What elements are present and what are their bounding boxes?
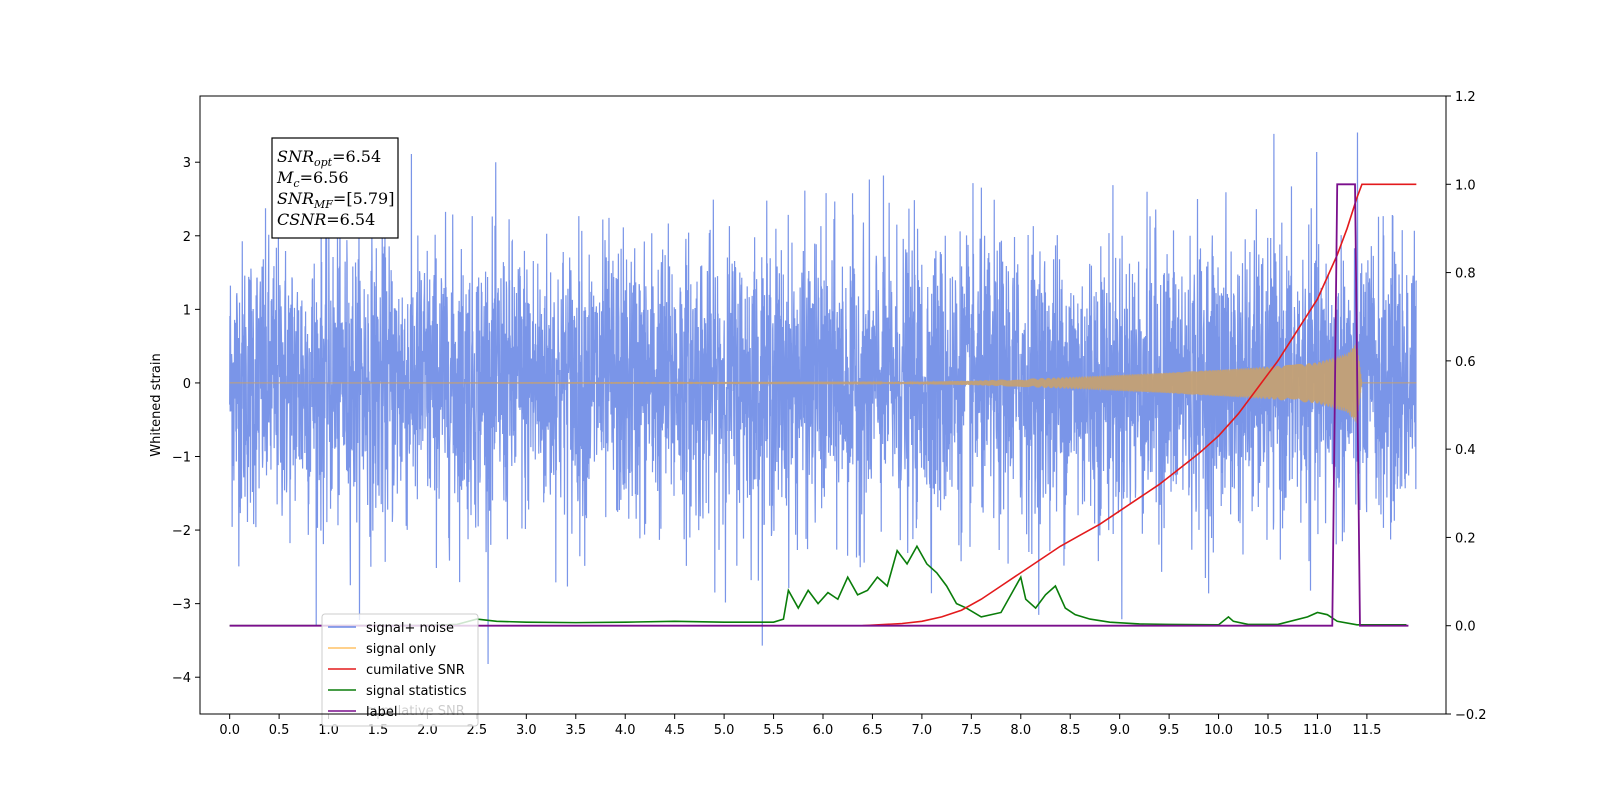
y-left-tick-label: 1: [183, 303, 191, 318]
x-tick-label: 2.0: [417, 723, 438, 738]
x-tick-label: 4.0: [615, 723, 636, 738]
series-label: [229, 183, 1409, 627]
series-cumilative-snr: [862, 183, 1417, 627]
series-signal-noise: [229, 132, 1417, 665]
x-tick-label: 10.0: [1204, 723, 1233, 738]
legend-label: signal+ noise: [366, 621, 454, 636]
legend-frame: [321, 613, 479, 727]
x-tick-label: 10.5: [1254, 723, 1283, 738]
legend-label: label: [366, 705, 397, 720]
x-tick-label: 5.5: [763, 723, 784, 738]
y-right-tick-label: 1.2: [1455, 90, 1476, 105]
y-right-tick-label: 0.2: [1455, 531, 1476, 546]
x-tick-label: 8.5: [1060, 723, 1081, 738]
legend-label: cumilative SNR: [366, 663, 465, 678]
series-signal-only: [229, 343, 1417, 424]
annotation-line: SNRopt=6.54: [277, 147, 381, 169]
y-right-tick-label: 0.0: [1455, 620, 1476, 635]
annotation-line: CSNR=6.54: [277, 210, 375, 229]
y-right-tick-label: −0.2: [1455, 708, 1487, 723]
x-tick-label: 2.5: [467, 723, 488, 738]
y-left-tick-label: −1: [172, 451, 191, 466]
x-tick-label: 8.0: [1010, 723, 1031, 738]
x-tick-label: 9.0: [1109, 723, 1130, 738]
x-tick-label: 11.0: [1303, 723, 1332, 738]
annotation-frame: [271, 137, 399, 239]
y-left-tick-label: −3: [172, 598, 191, 613]
x-tick-label: 1.0: [318, 723, 339, 738]
x-axis: 0.0 0.5 1.0 1.5 2.0 2.5 3.0 3.5 4.0 4.5 5.0 5.5 6.0 6…: [219, 714, 1381, 738]
y-right-tick-label: 1.0: [1455, 178, 1476, 193]
y-axis-right: −0.2 0.0 0.2 0.4 0.6 0.8 1.0 1.2: [1446, 90, 1487, 723]
series-signal-statistics: [229, 544, 1407, 627]
legend-label: signal statistics: [366, 684, 467, 699]
annotation-line: SNRMF=[5.79]: [277, 189, 394, 211]
x-tick-label: 0.5: [269, 723, 290, 738]
y-left-tick-label: −2: [172, 524, 191, 539]
axes-frame: [199, 95, 1447, 715]
x-tick-label: 3.0: [516, 723, 537, 738]
x-tick-label: 9.5: [1159, 723, 1180, 738]
x-tick-label: 11.5: [1352, 723, 1381, 738]
y-axis-label: Whitened strain: [149, 353, 164, 456]
y-left-tick-label: −4: [172, 671, 191, 686]
x-tick-label: 7.0: [912, 723, 933, 738]
x-tick-label: 6.0: [813, 723, 834, 738]
legend-label: signal only: [366, 642, 436, 657]
y-left-tick-label: 3: [183, 156, 191, 171]
y-right-tick-label: 0.6: [1455, 355, 1476, 370]
x-tick-label: 6.5: [862, 723, 883, 738]
annotation-line: Mc=6.56: [276, 168, 349, 190]
y-right-tick-label: 0.4: [1455, 443, 1476, 458]
x-tick-label: 0.0: [219, 723, 240, 738]
y-axis-left: −4 −3 −2 −1 0 1 2 3: [172, 156, 200, 686]
y-left-tick-label: 2: [183, 230, 191, 245]
x-tick-label: 7.5: [961, 723, 982, 738]
y-right-tick-label: 0.8: [1455, 267, 1476, 282]
x-tick-label: 4.5: [664, 723, 685, 738]
x-tick-label: 1.5: [368, 723, 389, 738]
x-tick-label: 5.0: [714, 723, 735, 738]
y-left-tick-label: 0: [183, 377, 191, 392]
x-tick-label: 3.5: [565, 723, 586, 738]
